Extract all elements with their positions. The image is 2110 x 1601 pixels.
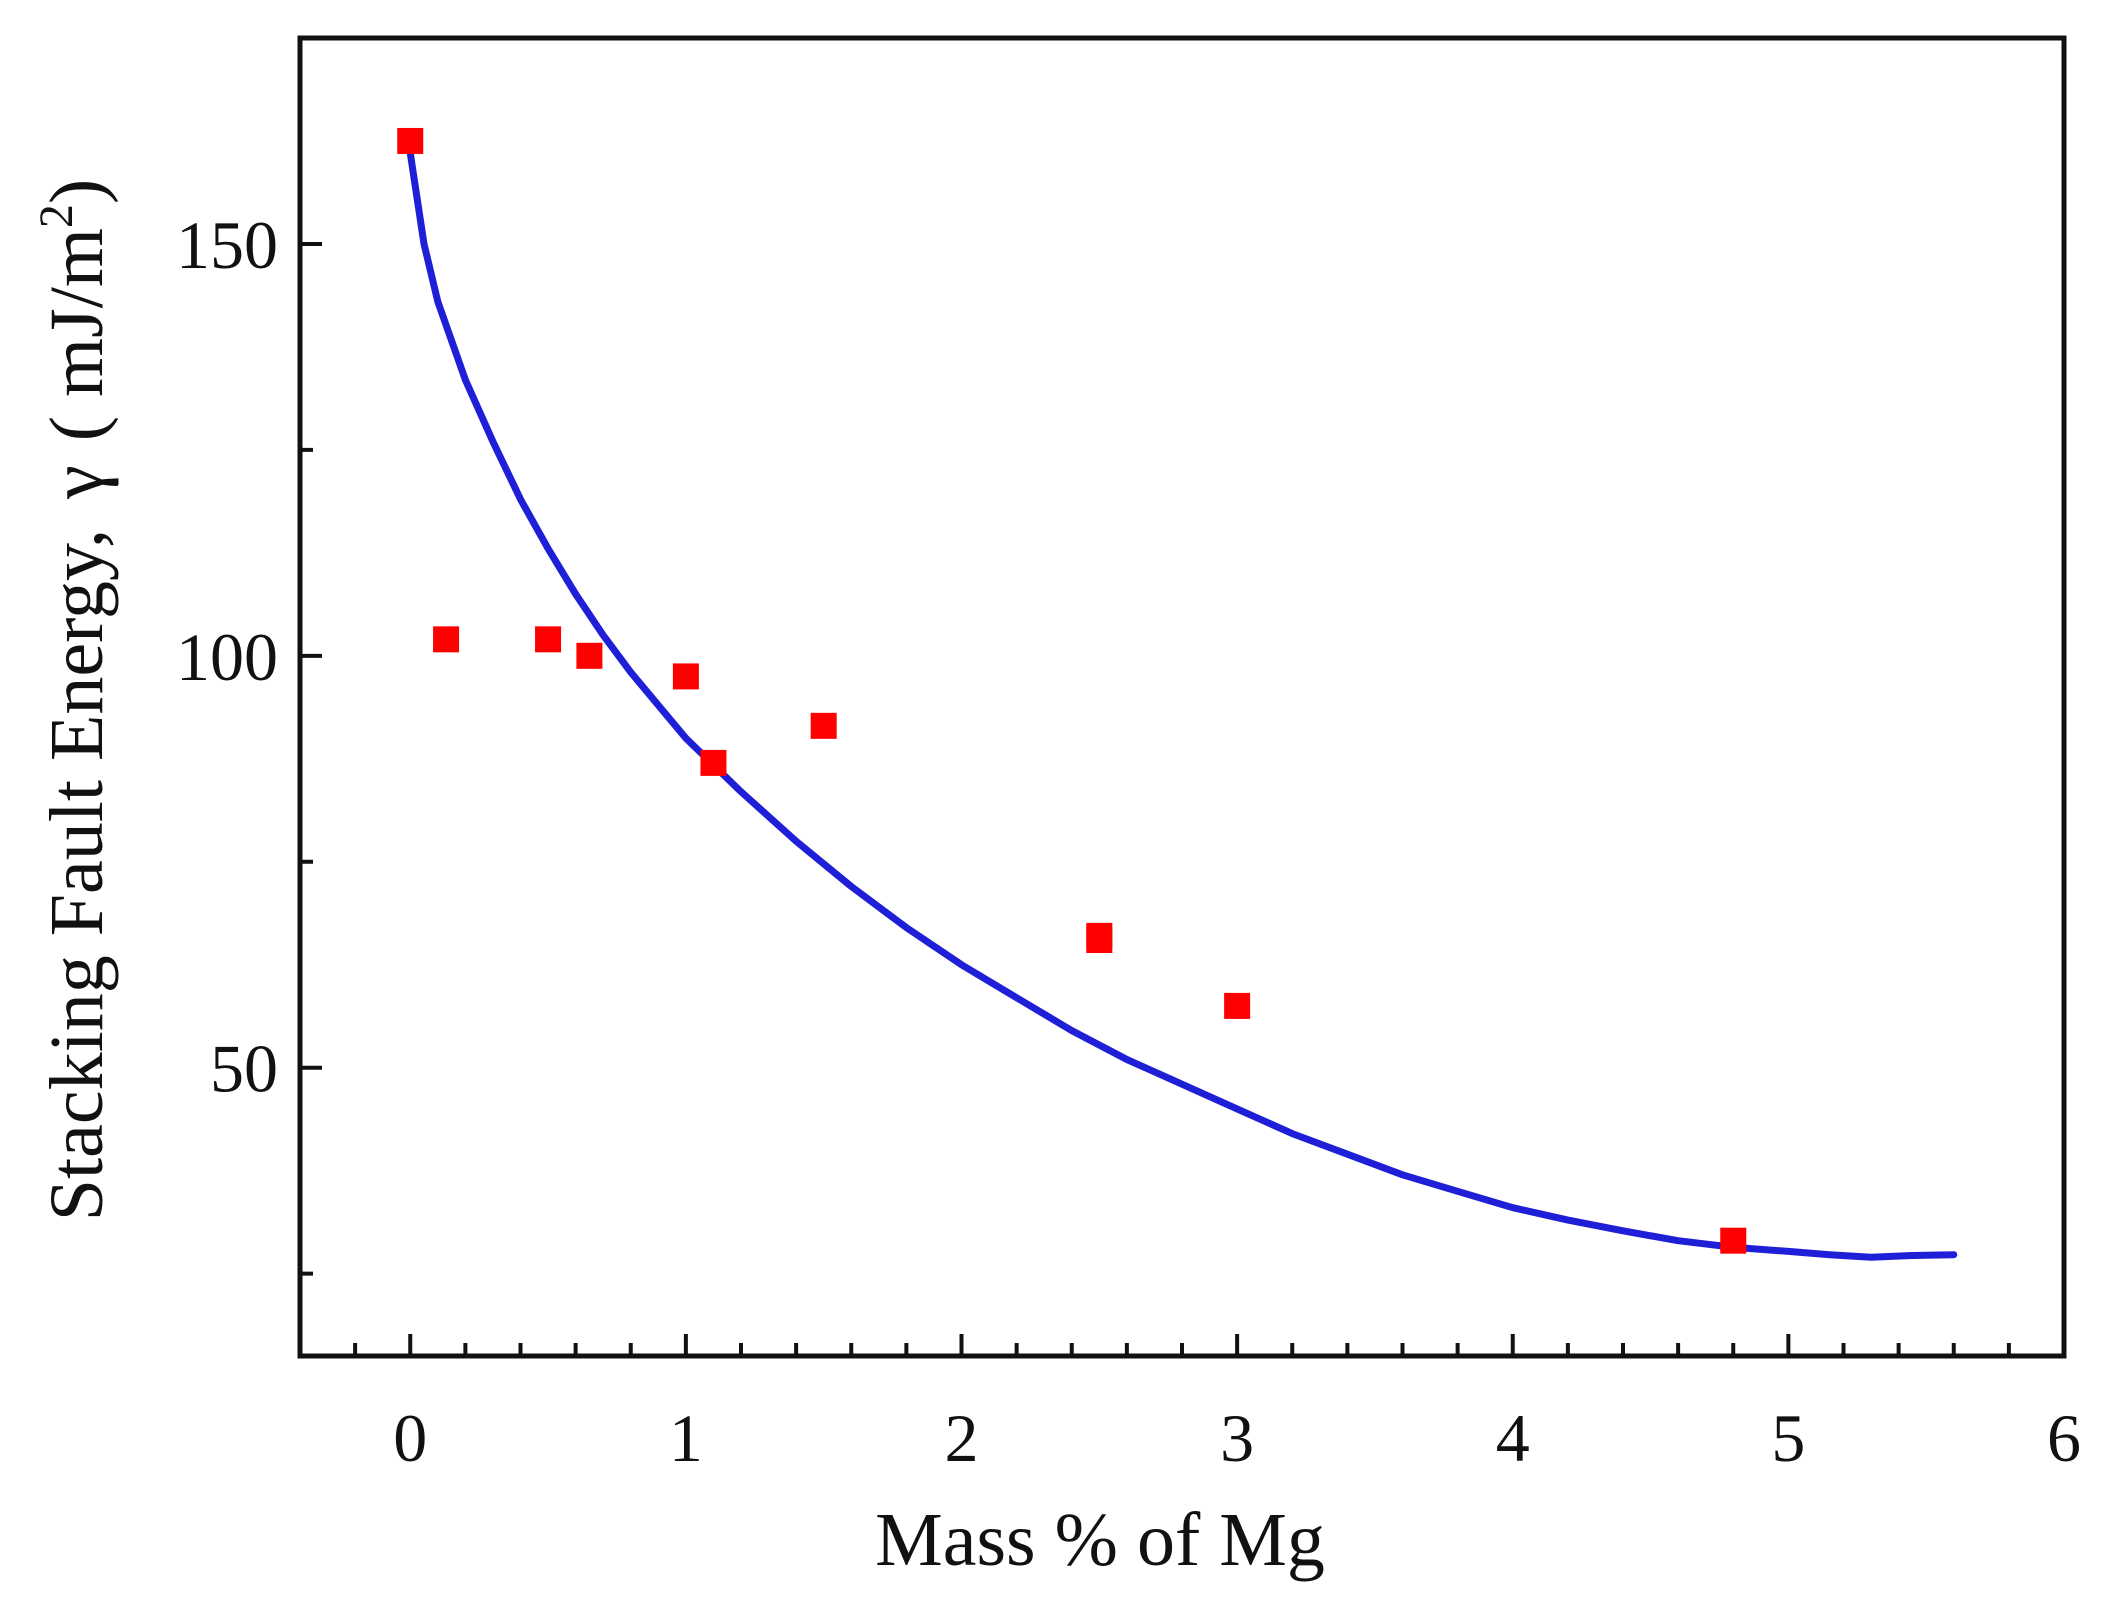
x-tick-label: 5 — [1771, 1400, 1805, 1476]
y-axis-title-exponent: 2 — [30, 204, 83, 228]
x-tick-label: 3 — [1220, 1400, 1254, 1476]
y-tick-label: 150 — [176, 207, 278, 283]
data-point — [576, 642, 603, 669]
y-axis-title-symbol: γ — [35, 465, 119, 500]
data-point — [433, 626, 460, 653]
x-tick-label: 4 — [1496, 1400, 1530, 1476]
y-tick-label: 50 — [210, 1031, 278, 1107]
y-axis-title-unit: ( mJ/m — [35, 228, 119, 441]
data-point — [1224, 992, 1251, 1019]
fit-curve — [406, 149, 1958, 1261]
plot-frame — [297, 35, 2067, 1359]
data-point — [1720, 1227, 1747, 1254]
x-tick-label: 0 — [393, 1400, 427, 1476]
x-tick-label: 6 — [2047, 1400, 2081, 1476]
series-layer — [397, 127, 1958, 1261]
data-point — [1086, 927, 1113, 954]
x-axis-title: Mass % of Mg — [875, 1498, 1325, 1582]
x-tick-label: 1 — [669, 1400, 703, 1476]
y-axis-title-label: Stacking Fault Energy, — [35, 529, 119, 1221]
data-point — [700, 749, 727, 776]
y-axis-title: Stacking Fault Energy, γ ( mJ/m2) — [30, 179, 119, 1222]
x-tick-label: 2 — [945, 1400, 979, 1476]
y-axis-ticks: 50 100 150 — [176, 207, 322, 1276]
x-axis-ticks: 0 1 2 3 4 5 6 — [353, 1334, 2081, 1476]
data-point — [810, 712, 837, 739]
y-axis-title-close: ) — [35, 179, 119, 204]
data-point — [397, 127, 424, 154]
data-point — [535, 626, 562, 653]
y-tick-label: 100 — [176, 619, 278, 695]
data-point — [672, 663, 699, 690]
